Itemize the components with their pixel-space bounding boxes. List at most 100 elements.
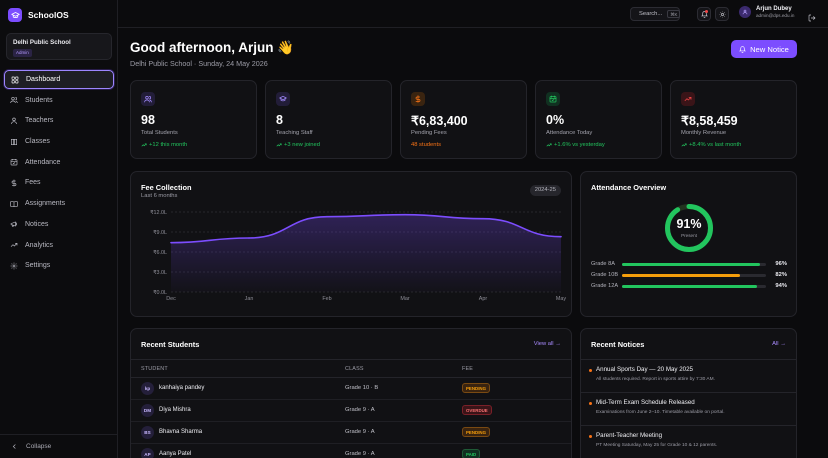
data-point[interactable] (326, 215, 328, 218)
students-panel-title: Recent Students (141, 340, 200, 349)
notice-body: PT Meeting Saturday, May 25 for Grade 10… (596, 443, 718, 448)
student-name: Diya Mishra (159, 407, 191, 413)
theme-toggle-button[interactable] (715, 7, 729, 21)
sidebar-item-classes[interactable]: Classes (4, 132, 114, 151)
fee-status-badge: PENDING (462, 427, 491, 437)
notice-body: Examinations from June 2–10. Timetable a… (596, 410, 725, 415)
grade-name: Grade 12A (591, 283, 619, 289)
student-name: Aanya Patel (159, 451, 192, 457)
notice-item[interactable]: Annual Sports Day — 20 May 2025 All stud… (581, 360, 796, 393)
bell-icon (739, 45, 747, 53)
user-menu[interactable]: Arjun Dubey admin@dps.edu.in (739, 6, 794, 18)
stat-label: Attendance Today (546, 130, 593, 136)
grade-name: Grade 10B (591, 272, 619, 278)
attendance-overview-panel: Attendance Overview 91% Present Grade 8A… (580, 171, 797, 317)
data-point[interactable] (560, 235, 562, 238)
brand[interactable]: SchoolOS (8, 7, 69, 23)
notices-divider (581, 359, 796, 360)
sidebar-item-analytics[interactable]: Analytics (4, 236, 114, 255)
stat-trend: +8.4% vs last month (681, 142, 741, 148)
stat-card[interactable]: ₹6,83,400 Pending Fees 48 students (400, 80, 527, 159)
topbar: Search... ⌘K Arjun Dubey admin@dps.edu.i… (118, 0, 828, 28)
data-point[interactable] (482, 217, 484, 220)
trend-up-icon (546, 143, 552, 147)
fee-collection-panel: Fee Collection Last 6 months 2024-25 ₹0.… (130, 171, 572, 317)
grade-attendance-row: Grade 10B 82% (591, 271, 787, 281)
graduation-cap-icon (8, 8, 22, 22)
avatar (739, 6, 751, 18)
view-all-notices-link[interactable]: All → (772, 341, 786, 347)
book-icon (11, 138, 17, 145)
y-tick-label: ₹6.0L (153, 250, 167, 256)
table-row[interactable]: kp kanhaiya pandey Grade 10 · B PENDING (131, 378, 571, 400)
sidebar-item-assignments[interactable]: Assignments (4, 194, 114, 213)
notice-bullet (589, 402, 592, 405)
stat-card[interactable]: 8 Teaching Staff +3 new joined (265, 80, 392, 159)
notifications-button[interactable] (697, 7, 711, 21)
new-notice-button[interactable]: New Notice (731, 40, 797, 58)
notice-bullet (589, 435, 592, 438)
sidebar-item-label: Attendance (25, 158, 61, 166)
school-switcher[interactable]: Delhi Public School Admin (6, 33, 112, 60)
sidebar-item-attendance[interactable]: Attendance (4, 153, 114, 172)
sidebar-item-dashboard[interactable]: Dashboard (4, 70, 114, 89)
table-row[interactable]: BS Bhavna Sharma Grade 9 · A PENDING (131, 422, 571, 444)
notice-bullet (589, 369, 592, 372)
logout-button[interactable] (808, 9, 816, 27)
data-point[interactable] (170, 241, 172, 244)
table-row[interactable]: AP Aanya Patel Grade 9 · A PAID (131, 444, 571, 458)
grade-progress-fill (622, 263, 761, 266)
search-button[interactable]: Search... ⌘K (630, 7, 681, 21)
stat-value: 98 (141, 113, 155, 127)
chart-icon (10, 243, 18, 247)
fee-collection-chart: ₹0.0L ₹3.0L ₹6.0L ₹9.0L ₹12.0L Dec Jan Feb Mar Ap… (150, 210, 566, 302)
stat-label: Pending Fees (411, 130, 447, 136)
notice-item[interactable]: Mid-Term Exam Schedule Released Examinat… (581, 393, 796, 426)
grade-percent: 82% (775, 272, 787, 278)
student-name: kanhaiya pandey (159, 385, 205, 391)
logout-icon (808, 14, 816, 22)
notification-dot (705, 10, 708, 13)
avatar: DM (141, 404, 154, 417)
sidebar-item-label: Settings (25, 262, 51, 270)
data-point[interactable] (248, 237, 250, 239)
fee-panel-subtitle: Last 6 months (141, 193, 178, 199)
sidebar-item-label: Classes (25, 138, 50, 146)
notice-title: Mid-Term Exam Schedule Released (596, 399, 695, 406)
year-selector[interactable]: 2024-25 (529, 185, 561, 196)
trend-up-icon (681, 143, 687, 147)
stat-trend: +3 new joined (276, 142, 320, 148)
x-tick-label: Jan (245, 296, 254, 302)
page-subtitle: Delhi Public School · Sunday, 24 May 202… (130, 59, 268, 68)
sidebar-item-label: Teachers (25, 117, 54, 125)
y-tick-label: ₹3.0L (153, 270, 167, 276)
notice-item[interactable]: Parent-Teacher Meeting PT Meeting Saturd… (581, 426, 796, 458)
stat-card[interactable]: 98 Total Students +12 this month (130, 80, 257, 159)
stat-card[interactable]: ₹8,58,459 Monthly Revenue +8.4% vs last … (670, 80, 797, 159)
collapse-button[interactable]: Collapse (0, 434, 118, 458)
attendance-present-label: Present (681, 233, 697, 238)
stat-trend-text: +3 new joined (284, 142, 320, 148)
data-point[interactable] (404, 213, 406, 216)
notices-panel-title: Recent Notices (591, 340, 645, 349)
sidebar-item-settings[interactable]: Settings (4, 256, 114, 275)
page-title: Good afternoon, Arjun 👋 (130, 40, 295, 55)
stat-card[interactable]: 0% Attendance Today +1.6% vs yesterday (535, 80, 662, 159)
column-header: CLASS (345, 366, 364, 372)
avatar: kp (141, 382, 154, 395)
table-row[interactable]: DM Diya Mishra Grade 9 · A OVERDUE (131, 400, 571, 422)
student-name: Bhavna Sharma (159, 429, 203, 435)
table-header: STUDENT CLASS FEE (131, 359, 571, 378)
view-all-students-link[interactable]: View all → (533, 341, 561, 347)
grade-percent: 96% (775, 261, 787, 267)
sidebar-item-students[interactable]: Students (4, 91, 114, 110)
sidebar-item-fees[interactable]: Fees (4, 173, 114, 192)
sidebar-item-label: Notices (25, 220, 49, 228)
sidebar-item-notices[interactable]: Notices (4, 215, 114, 234)
sidebar-item-teachers[interactable]: Teachers (4, 111, 114, 130)
trend-up-icon (276, 143, 282, 147)
stat-trend: 48 students (411, 142, 441, 148)
sidebar-item-label: Analytics (25, 241, 54, 249)
sidebar-nav: Dashboard Students Teachers Classes Atte… (4, 70, 114, 277)
